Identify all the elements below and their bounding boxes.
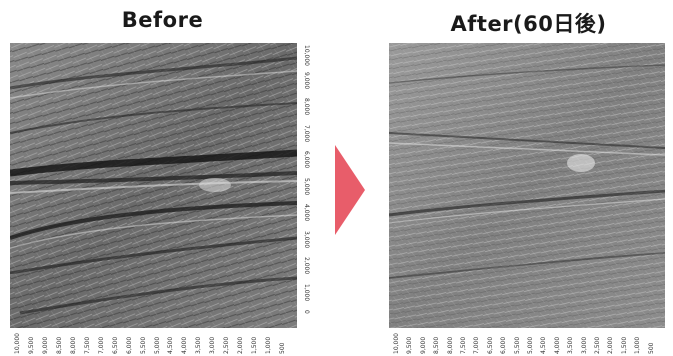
x-tick-label: 3,500 bbox=[195, 336, 203, 354]
before-skin-image bbox=[10, 43, 297, 328]
right-arrow-icon bbox=[335, 145, 365, 235]
x-tick-label: 6,500 bbox=[111, 336, 119, 354]
before-title: Before bbox=[121, 8, 204, 32]
before-x-axis-ticks: 10,000 9,500 9,000 8,500 8,000 7,500 7,000 6,50… bbox=[10, 330, 297, 356]
x-tick-label: 4,500 bbox=[167, 336, 175, 354]
x-tick-label: 5,000 bbox=[527, 336, 534, 354]
y-tick-label: 0 bbox=[303, 310, 310, 314]
x-tick-label: 9,500 bbox=[27, 336, 35, 354]
x-tick-label: 6,000 bbox=[125, 336, 133, 354]
y-tick-label: 2,000 bbox=[303, 257, 310, 275]
x-tick-label: 500 bbox=[647, 342, 655, 354]
y-tick-label: 10,000 bbox=[303, 45, 310, 66]
x-tick-label: 8,000 bbox=[446, 336, 454, 354]
x-tick-label: 8,500 bbox=[433, 336, 441, 354]
y-tick-label: 8,000 bbox=[303, 98, 310, 116]
x-tick-label: 1,500 bbox=[251, 336, 259, 354]
y-tick-label: 3,000 bbox=[303, 230, 310, 248]
x-tick-label: 2,000 bbox=[607, 336, 615, 354]
x-tick-label: 3,000 bbox=[580, 336, 588, 354]
x-tick-label: 4,500 bbox=[540, 336, 548, 354]
x-tick-label: 6,500 bbox=[486, 336, 494, 354]
y-tick-label: 7,000 bbox=[303, 124, 310, 142]
after-x-axis-ticks: 10,000 9,500 9,000 8,500 8,000 7,500 7,000 6,50… bbox=[389, 330, 665, 356]
x-tick-label: 7,500 bbox=[83, 336, 91, 354]
x-tick-label: 10,000 bbox=[14, 333, 21, 354]
x-tick-label: 1,000 bbox=[265, 336, 273, 354]
x-tick-label: 3,500 bbox=[567, 336, 575, 354]
x-tick-label: 2,500 bbox=[223, 336, 231, 354]
y-tick-label: 9,000 bbox=[303, 71, 310, 89]
x-tick-label: 4,000 bbox=[553, 336, 561, 354]
x-tick-label: 3,000 bbox=[209, 336, 217, 354]
y-tick-label: 5,000 bbox=[303, 177, 310, 195]
y-tick-label: 6,000 bbox=[303, 151, 310, 169]
before-y-axis-ticks: 10,000 9,000 8,000 7,000 6,000 5,000 4,000 3,00… bbox=[300, 43, 312, 328]
x-tick-label: 7,500 bbox=[460, 336, 467, 354]
x-tick-label: 500 bbox=[279, 342, 287, 354]
x-tick-label: 9,500 bbox=[406, 336, 414, 354]
x-tick-label: 6,000 bbox=[500, 336, 508, 354]
x-tick-label: 10,000 bbox=[393, 333, 400, 354]
x-tick-label: 1,500 bbox=[620, 336, 628, 354]
x-tick-label: 5,500 bbox=[513, 336, 521, 354]
x-tick-label: 8,000 bbox=[69, 336, 77, 354]
x-tick-label: 9,000 bbox=[41, 336, 49, 354]
x-tick-label: 9,000 bbox=[419, 336, 427, 354]
x-tick-label: 8,500 bbox=[55, 336, 63, 354]
after-title: After(60日後) bbox=[450, 12, 607, 36]
after-skin-image bbox=[389, 43, 665, 328]
x-tick-label: 7,000 bbox=[97, 336, 105, 354]
y-tick-label: 4,000 bbox=[303, 204, 310, 222]
x-tick-label: 2,500 bbox=[594, 336, 601, 354]
y-tick-label: 1,000 bbox=[303, 283, 310, 301]
x-tick-label: 5,500 bbox=[139, 336, 147, 354]
x-tick-label: 7,000 bbox=[473, 336, 481, 354]
x-tick-label: 4,000 bbox=[181, 336, 189, 354]
x-tick-label: 5,000 bbox=[153, 336, 161, 354]
x-tick-label: 1,000 bbox=[634, 336, 642, 354]
x-tick-label: 2,000 bbox=[237, 336, 245, 354]
